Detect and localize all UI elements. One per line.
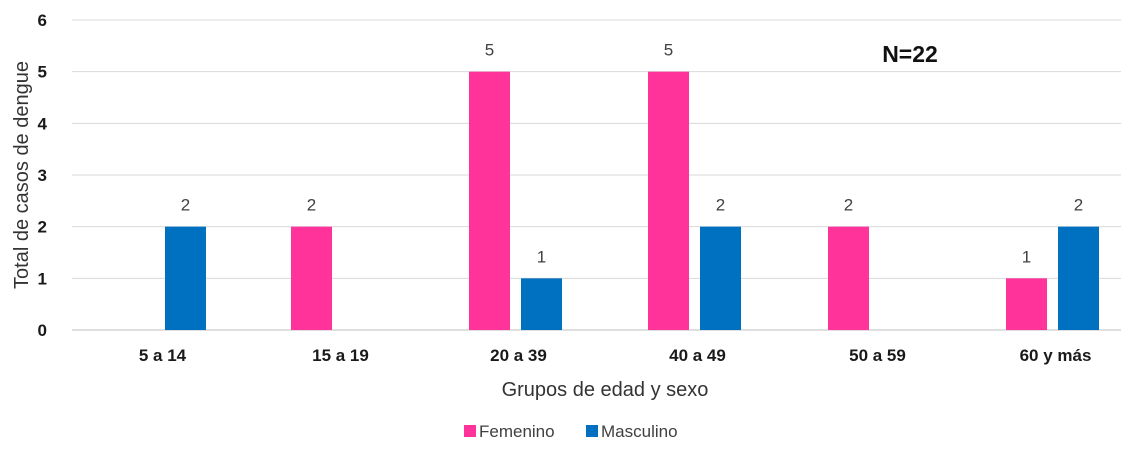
legend-item-masculino: Masculino (586, 422, 678, 441)
legend: Femenino Masculino (464, 422, 678, 441)
data-label-femenino-5: 1 (1022, 247, 1031, 266)
y-tick-label: 0 (38, 321, 47, 340)
x-tick-label: 40 a 49 (669, 346, 726, 365)
data-label-masculino-3: 2 (716, 196, 725, 215)
data-label-masculino-2: 1 (537, 247, 546, 266)
y-tick-label: 4 (38, 114, 48, 133)
bar-femenino-1 (291, 226, 332, 330)
bar-masculino-0 (165, 226, 206, 330)
y-tick-label: 3 (38, 166, 47, 185)
bar-masculino-3 (700, 226, 741, 330)
bar-femenino-5 (1006, 278, 1047, 330)
data-label-femenino-4: 2 (844, 196, 853, 215)
legend-swatch (464, 425, 476, 437)
x-tick-label: 15 a 19 (312, 346, 369, 365)
x-tick-label: 60 y más (1020, 346, 1092, 365)
y-tick-label: 2 (38, 218, 47, 237)
y-tick-label: 5 (38, 63, 47, 82)
data-label-masculino-0: 2 (181, 196, 190, 215)
bar-femenino-2 (469, 71, 510, 331)
data-label-femenino-3: 5 (664, 41, 673, 60)
bar-femenino-4 (828, 226, 869, 330)
bars (165, 71, 1099, 331)
x-axis-title: Grupos de edad y sexo (502, 379, 709, 401)
y-tick-label: 1 (38, 269, 47, 288)
data-label-femenino-1: 2 (307, 196, 316, 215)
legend-item-femenino: Femenino (464, 422, 555, 441)
x-axis-ticks: 5 a 14 15 a 19 20 a 39 40 a 49 50 a 59 60 y m… (139, 346, 1092, 365)
data-labels: 2 2 5 1 5 2 2 1 2 (181, 41, 1083, 267)
x-tick-label: 5 a 14 (139, 346, 187, 365)
x-tick-label: 50 a 59 (849, 346, 906, 365)
bar-masculino-5 (1058, 226, 1099, 330)
x-tick-label: 20 a 39 (490, 346, 547, 365)
legend-label: Masculino (601, 422, 678, 441)
bar-masculino-2 (521, 278, 562, 330)
sample-size-annotation: N=22 (882, 41, 938, 67)
legend-swatch (586, 425, 598, 437)
y-axis-title: Total de casos de dengue (11, 61, 33, 289)
data-label-femenino-2: 5 (485, 41, 494, 60)
legend-label: Femenino (479, 422, 555, 441)
y-tick-label: 6 (38, 11, 47, 30)
y-axis-ticks: 0 1 2 3 4 5 6 (38, 11, 48, 340)
gridlines (72, 19, 1121, 331)
bar-femenino-3 (648, 71, 689, 331)
data-label-masculino-5: 2 (1074, 196, 1083, 215)
